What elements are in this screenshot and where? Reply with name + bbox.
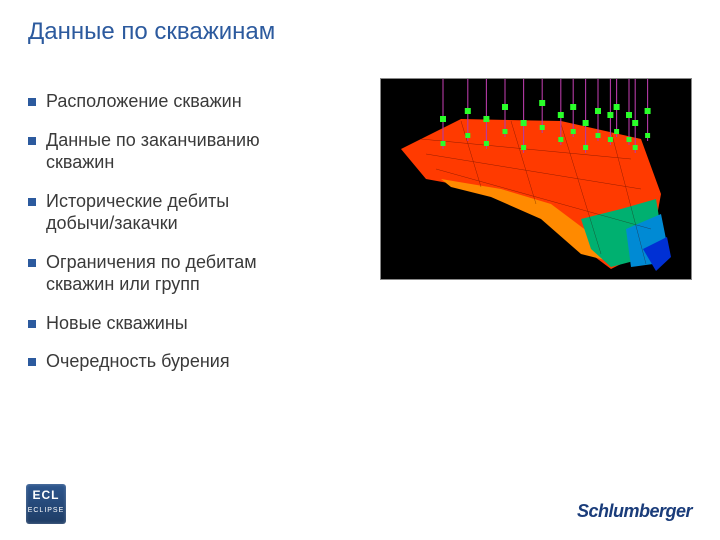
yr-tick: 2000 xyxy=(621,350,637,357)
x-tick: 1-JAN-2012 xyxy=(607,437,643,451)
x-tick: 1-JAN-2008 xyxy=(421,444,458,451)
x-tick: 1-JAN-2009 xyxy=(467,444,504,451)
y-right-label: Pressure [psi] xyxy=(629,329,638,378)
yl-tick: 2000 xyxy=(381,392,391,399)
slide-title: Данные по скважинам xyxy=(28,18,275,46)
bullet-list: Расположение скважин Данные по заканчива… xyxy=(28,90,298,389)
footer: ECL ECLIPSE Schlumberger xyxy=(0,488,720,540)
bullet-4: Новые скважины xyxy=(28,312,298,335)
yl-tick: 6000 xyxy=(381,308,391,315)
yl-tick: 4000 xyxy=(381,350,391,357)
ecl-badge-icon: ECL ECLIPSE xyxy=(26,484,66,524)
bullet-5: Очередность бурения xyxy=(28,350,298,373)
bullet-2: Исторические дебиты добычи/закачки xyxy=(28,190,298,235)
yr-tick: 3000 xyxy=(621,308,637,315)
y-left-label: Liquid Flowrate [STB/d] xyxy=(394,312,403,395)
x-tick: 1-JAN-2011 xyxy=(560,444,597,451)
bullet-3: Ограничения по дебитам скважин или групп xyxy=(28,251,298,296)
bullet-0: Расположение скважин xyxy=(28,90,298,113)
chart-plot-area xyxy=(393,270,625,437)
x-tick: 1-JAN-2007 xyxy=(374,444,411,451)
ecl-top-text: ECL xyxy=(26,489,66,502)
ecl-bot-text: ECLIPSE xyxy=(26,507,66,515)
bullet-1: Данные по заканчиванию скважин xyxy=(28,129,298,174)
schlumberger-logo: Schlumberger xyxy=(577,501,692,522)
yr-tick: 1000 xyxy=(621,392,637,399)
x-tick: 1-JAN-2010 xyxy=(514,444,551,451)
reservoir-3d-image xyxy=(380,78,692,280)
